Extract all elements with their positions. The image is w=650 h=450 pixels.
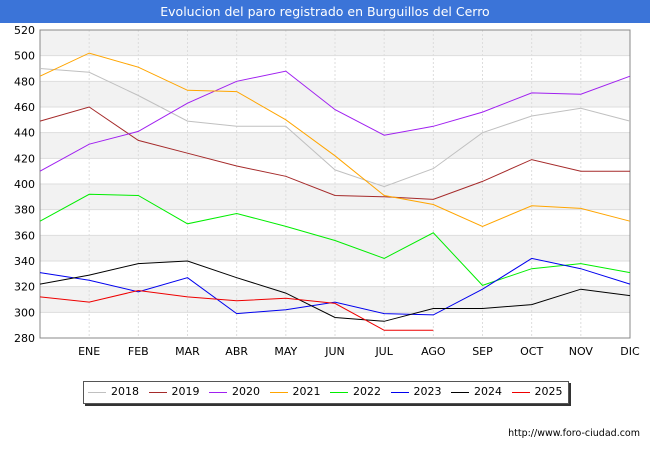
x-tick-label: JUL bbox=[374, 345, 393, 358]
legend-label: 2023 bbox=[413, 385, 442, 398]
legend-swatch bbox=[451, 392, 469, 393]
series-line-2024 bbox=[39, 260, 631, 322]
series-line-2023 bbox=[39, 257, 631, 316]
y-tick-label: 460 bbox=[14, 101, 35, 114]
y-tick-label: 400 bbox=[14, 178, 35, 191]
legend-label: 2019 bbox=[171, 385, 200, 398]
y-tick-label: 360 bbox=[14, 229, 35, 242]
x-tick-label: MAY bbox=[274, 345, 297, 358]
x-tick-label: MAR bbox=[175, 345, 200, 358]
y-tick-label: 300 bbox=[14, 306, 35, 319]
x-tick-label: FEB bbox=[128, 345, 149, 358]
x-tick-label: OCT bbox=[520, 345, 543, 358]
legend-swatch bbox=[330, 392, 348, 393]
legend-swatch bbox=[88, 392, 106, 393]
title-bar bbox=[0, 0, 650, 23]
series-line-2019 bbox=[39, 106, 630, 200]
y-tick-label: 500 bbox=[14, 50, 35, 63]
legend-swatch bbox=[209, 392, 227, 393]
x-tick-label: JUN bbox=[324, 345, 345, 358]
x-tick-label: ENE bbox=[78, 345, 100, 358]
y-tick-label: 380 bbox=[14, 204, 35, 217]
legend-label: 2024 bbox=[474, 385, 502, 398]
y-tick-label: 520 bbox=[14, 24, 35, 37]
y-tick-label: 420 bbox=[14, 152, 35, 165]
legend-label: 2020 bbox=[232, 385, 260, 398]
series-line-2021 bbox=[39, 52, 631, 227]
legend: 2018 2019 2020 2021 2022 2023 2024 2025 bbox=[83, 381, 569, 404]
legend-swatch bbox=[390, 392, 409, 393]
plot-border bbox=[39, 29, 631, 339]
y-tick-label: 440 bbox=[14, 127, 35, 140]
x-tick-label: SEP bbox=[472, 345, 493, 358]
x-tick-label: DIC bbox=[620, 345, 640, 358]
y-tick-label: 320 bbox=[14, 281, 35, 294]
x-tick-label: ABR bbox=[225, 345, 248, 358]
source-url[interactable]: http://www.foro-ciudad.com bbox=[508, 428, 640, 439]
x-tick-label: AGO bbox=[421, 345, 446, 358]
legend-label: 2022 bbox=[353, 385, 381, 398]
legend-label: 2018 bbox=[111, 385, 139, 398]
legend-swatch bbox=[269, 392, 288, 393]
legend-label: 2021 bbox=[292, 385, 321, 398]
y-tick-label: 480 bbox=[14, 75, 35, 88]
y-tick-label: 340 bbox=[14, 255, 35, 268]
series-line-2020 bbox=[39, 70, 631, 172]
chart-title: Evolucion del paro registrado en Burguil… bbox=[160, 4, 490, 19]
x-tick-label: NOV bbox=[569, 345, 594, 358]
y-tick-label: 280 bbox=[14, 332, 35, 345]
series-line-2018 bbox=[39, 68, 631, 188]
legend-swatch bbox=[511, 392, 530, 393]
legend-swatch bbox=[148, 392, 167, 393]
series-line-2022 bbox=[39, 193, 631, 286]
series-line-2025 bbox=[39, 289, 434, 331]
legend-label: 2025 bbox=[534, 385, 563, 398]
